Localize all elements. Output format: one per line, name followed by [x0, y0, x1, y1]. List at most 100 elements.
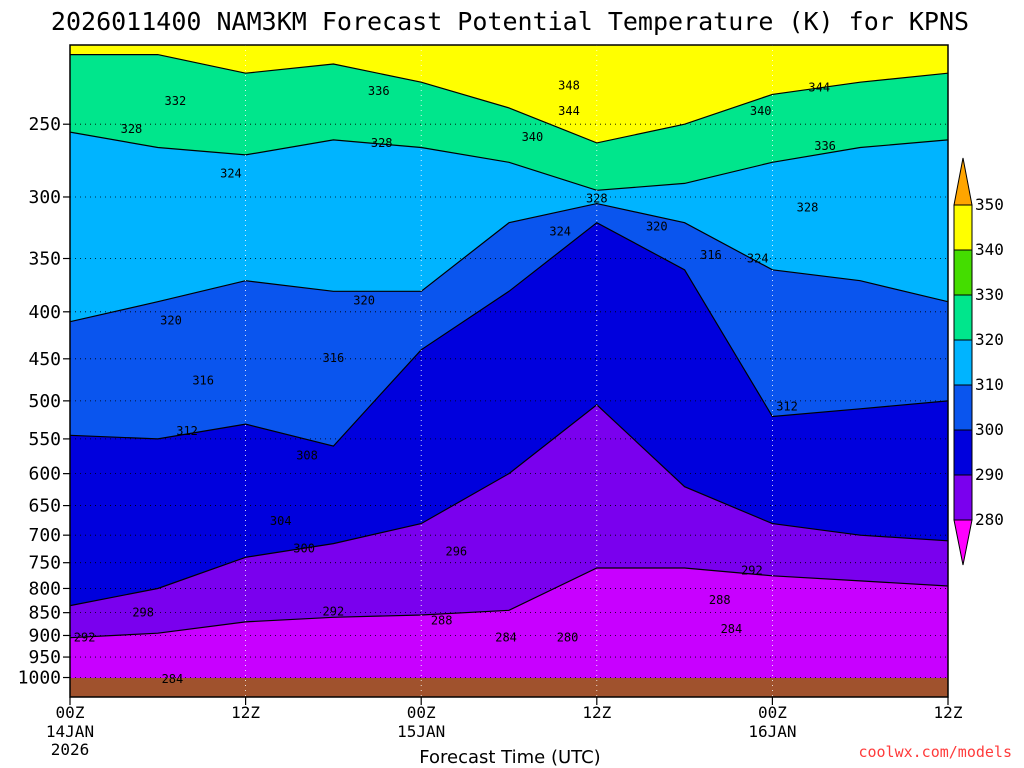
contour-label: 348: [558, 79, 580, 93]
contour-label: 328: [797, 200, 819, 214]
contour-label: 316: [700, 248, 722, 262]
contour-label: 344: [808, 80, 830, 94]
contour-theta_300_K_pressure_hpa: [70, 404, 948, 607]
credit-link[interactable]: coolwx.com/models: [858, 743, 1012, 761]
colorbar-legend: 280 290 300 310 320 330 340 350: [953, 157, 1004, 566]
colorbar-label: 290: [975, 465, 1004, 484]
theta-contours: [70, 53, 948, 639]
x-tick-label: 12Z: [231, 703, 260, 722]
x-tick-label: 00Z: [758, 703, 787, 722]
colorbar-swatch: [953, 204, 973, 251]
contour-label: 316: [323, 351, 345, 365]
contour-label: 344: [558, 104, 580, 118]
y-tick-label: 500: [28, 391, 61, 412]
y-tick-label: 950: [28, 647, 61, 668]
x-tick-date: 15JAN: [397, 722, 445, 741]
contour-label: 324: [220, 167, 242, 181]
contour-label: 284: [495, 631, 517, 645]
y-tick-label: 350: [28, 249, 61, 270]
contour-label: 328: [371, 136, 393, 150]
contour-label: 288: [431, 614, 453, 628]
x-axis-label: Forecast Time (UTC): [419, 747, 600, 768]
contour-label: 320: [646, 219, 668, 233]
contour-theta_292_K_pressure_hpa: [70, 567, 948, 639]
colorbar-label: 350: [975, 195, 1004, 214]
contour-labels: 332 336 348 344 344 340 340 328 328 336 324 328 328 3…: [74, 79, 836, 686]
colorbar-swatch: [953, 294, 973, 341]
contour-label: 312: [776, 399, 798, 413]
y-tick-label: 900: [28, 625, 61, 646]
theta-bands: [70, 54, 948, 697]
x-tick-label: 12Z: [934, 703, 963, 722]
x-tick-label: 12Z: [582, 703, 611, 722]
contour-label: 288: [709, 593, 731, 607]
contour-label: 320: [160, 314, 182, 328]
contour-label: 328: [586, 191, 608, 205]
contour-label: 308: [296, 448, 318, 462]
y-tick-label: 750: [28, 553, 61, 574]
contour-theta_340_K_pressure_hpa: [70, 53, 948, 144]
y-tick-label: 650: [28, 496, 61, 517]
y-tick-label: 700: [28, 525, 61, 546]
ground-surface: [70, 678, 948, 697]
plot-frame: [69, 44, 949, 698]
colorbar-swatch-high: [953, 157, 973, 206]
x-tick-year: 2026: [51, 740, 90, 759]
contour-label: 316: [192, 373, 214, 387]
y-tick-label: 300: [28, 187, 61, 208]
colorbar-swatch: [953, 249, 973, 296]
x-tick-label: 00Z: [56, 703, 85, 722]
colorbar-label: 300: [975, 420, 1004, 439]
contour-label: 320: [353, 294, 375, 308]
chart-title: 2026011400 NAM3KM Forecast Potential Tem…: [51, 7, 969, 36]
contour-label: 336: [814, 139, 836, 153]
x-tick-date: 14JAN: [46, 722, 94, 741]
contour-label: 292: [741, 564, 763, 578]
y-tick-label: 400: [28, 302, 61, 323]
contour-label: 324: [747, 252, 769, 266]
contour-label: 292: [323, 605, 345, 619]
contour-theta_320_K_pressure_hpa: [70, 202, 948, 323]
contour-label: 304: [270, 514, 292, 528]
contour-label: 312: [176, 424, 198, 438]
colorbar-swatch-low: [953, 519, 973, 566]
y-tick-label: 250: [28, 114, 61, 135]
colorbar-label: 340: [975, 240, 1004, 259]
colorbar-swatch: [953, 429, 973, 476]
y-tick-label: 1000: [18, 668, 61, 689]
y-tick-label: 850: [28, 603, 61, 624]
colorbar-label: 310: [975, 375, 1004, 394]
colorbar-swatch: [953, 474, 973, 521]
contour-label: 324: [549, 224, 571, 238]
contour-label: 298: [132, 606, 154, 620]
contour-label: 280: [557, 631, 579, 645]
contour-label: 300: [293, 542, 315, 556]
colorbar-label: 330: [975, 285, 1004, 304]
contour-label: 292: [74, 631, 96, 645]
x-tick-label: 00Z: [407, 703, 436, 722]
colorbar-swatch: [953, 384, 973, 431]
contour-label: 328: [121, 122, 143, 136]
x-tick-date: 16JAN: [748, 722, 796, 741]
gridlines: [70, 45, 948, 697]
contour-theta_312_K_pressure_hpa: [70, 221, 948, 447]
colorbar-label: 280: [975, 510, 1004, 529]
band-below-theta_292_K_pressure_hpa: [70, 568, 948, 697]
contour-label: 336: [368, 84, 390, 98]
contour-label: 296: [445, 544, 467, 558]
plot-area: 332 336 348 344 344 340 340 328 328 336 324 328 328 3…: [70, 45, 948, 697]
contour-label: 340: [522, 130, 544, 144]
y-tick-label: 600: [28, 464, 61, 485]
y-tick-label: 450: [28, 349, 61, 370]
colorbar-label: 320: [975, 330, 1004, 349]
contour-label: 340: [750, 104, 772, 118]
contour-label: 284: [162, 672, 184, 686]
contour-label: 284: [721, 622, 743, 636]
colorbar-swatch: [953, 339, 973, 386]
y-tick-label: 550: [28, 429, 61, 450]
y-tick-label: 800: [28, 578, 61, 599]
contour-theta_328_K_pressure_hpa: [70, 131, 948, 191]
